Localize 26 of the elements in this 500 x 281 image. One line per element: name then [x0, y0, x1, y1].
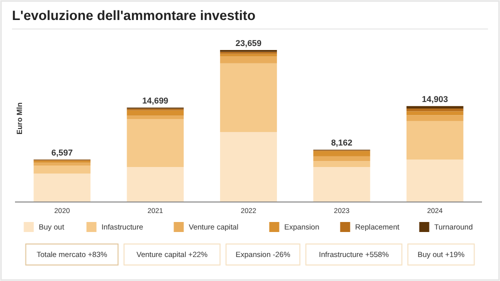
- bar: [406, 108, 464, 112]
- bar: [126, 110, 184, 116]
- bar: [126, 119, 184, 168]
- bar: [220, 132, 277, 202]
- bar: [406, 160, 464, 202]
- bar: [126, 167, 184, 202]
- bar: [313, 167, 370, 202]
- bar: [406, 120, 464, 160]
- annotation: 14,699: [142, 96, 169, 106]
- bar: [220, 54, 277, 56]
- bar: [34, 166, 91, 174]
- annotation: 8,162: [331, 138, 353, 148]
- bar: [406, 115, 464, 121]
- annotation: 14,903: [422, 94, 448, 104]
- bar: [313, 161, 370, 168]
- chart-title: L'evoluzione dell'ammontare investito: [12, 8, 256, 23]
- bar: [220, 56, 277, 64]
- bar: [34, 162, 91, 166]
- bar: [34, 174, 91, 202]
- bar: [126, 116, 184, 120]
- bar: [406, 106, 464, 109]
- bar: [220, 63, 277, 132]
- bar: [313, 156, 370, 162]
- annotation: 23,659: [236, 38, 262, 48]
- bar: [313, 151, 370, 156]
- annotation: 6,597: [51, 147, 73, 158]
